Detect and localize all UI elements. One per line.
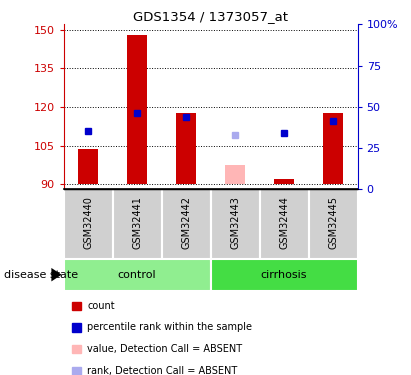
Text: GSM32442: GSM32442	[181, 196, 191, 249]
Bar	[64, 189, 113, 259]
Bar	[64, 259, 210, 291]
Polygon shape	[51, 268, 62, 281]
Text: control: control	[118, 270, 157, 280]
Text: count: count	[87, 301, 115, 310]
Text: GSM32444: GSM32444	[279, 196, 289, 249]
Bar	[127, 35, 147, 184]
Text: GSM32443: GSM32443	[230, 196, 240, 249]
Bar	[162, 189, 211, 259]
Bar	[274, 179, 294, 184]
Title: GDS1354 / 1373057_at: GDS1354 / 1373057_at	[133, 10, 288, 23]
Bar	[225, 165, 245, 184]
Bar	[176, 113, 196, 184]
Text: percentile rank within the sample: percentile rank within the sample	[87, 322, 252, 332]
Bar	[211, 189, 260, 259]
Text: GSM32440: GSM32440	[83, 196, 93, 249]
Bar	[79, 149, 98, 184]
Text: GSM32445: GSM32445	[328, 196, 338, 249]
Bar	[113, 189, 162, 259]
Text: rank, Detection Call = ABSENT: rank, Detection Call = ABSENT	[87, 366, 238, 375]
Bar	[309, 189, 358, 259]
Bar	[323, 113, 343, 184]
Text: value, Detection Call = ABSENT: value, Detection Call = ABSENT	[87, 344, 242, 354]
Bar	[260, 189, 309, 259]
Text: cirrhosis: cirrhosis	[261, 270, 307, 280]
Text: GSM32441: GSM32441	[132, 196, 142, 249]
Bar	[211, 259, 358, 291]
Text: disease state: disease state	[4, 270, 78, 280]
